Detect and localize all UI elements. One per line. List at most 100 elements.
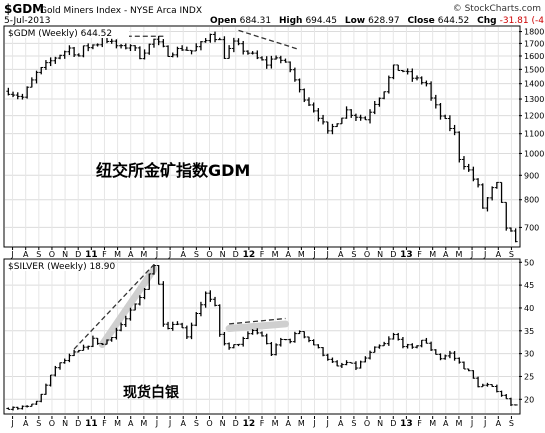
silver-x-tick-label: O (49, 419, 55, 428)
gdm-y-tick-label: 1400 (524, 80, 544, 89)
silver-x-tick-label: 13 (400, 419, 413, 429)
gdm-x-tick-label: J (10, 250, 13, 259)
silver-ohlc-bar (231, 344, 236, 349)
gdm-ohlc-bar (325, 121, 330, 134)
gdm-ohlc-bar (189, 49, 194, 55)
silver-ohlc-bar (86, 345, 91, 350)
silver-ohlc-bar (43, 383, 48, 395)
gdm-x-tick-label: J (168, 250, 171, 259)
gdm-x-tick-label: 13 (400, 250, 413, 260)
silver-x-tick-label: A (286, 419, 292, 428)
silver-ohlc-bar (250, 329, 255, 335)
silver-x-tick-label: J (483, 419, 486, 428)
gdm-x-tick-label: A (338, 250, 344, 259)
gdm-ohlc-bar (151, 38, 156, 48)
silver-ohlc-bar (104, 339, 109, 345)
gdm-y-tick-label: 900 (524, 171, 539, 180)
gdm-y-tick-label: 800 (524, 196, 539, 205)
gdm-ohlc-bar (43, 60, 48, 70)
gdm-x-tick-label: N (377, 250, 383, 259)
silver-x-tick-label: 12 (243, 419, 256, 429)
gdm-x-tick-label: N (220, 250, 226, 259)
silver-ohlc-bar (184, 325, 189, 339)
gdm-ohlc-bar (222, 36, 227, 59)
gdm-ohlc-bar (109, 38, 114, 44)
watermark: © StockCharts.com (453, 4, 541, 14)
gdm-ohlc-bar (358, 114, 363, 121)
gdm-ohlc-bar (166, 45, 171, 57)
gdm-ohlc-bar (208, 33, 213, 43)
silver-ohlc-bar (297, 330, 302, 335)
silver-ohlc-bar (325, 353, 330, 361)
silver-ohlc-bar (11, 406, 16, 411)
gdm-ohlc-bar (86, 43, 91, 52)
silver-ohlc-bar (429, 341, 434, 351)
silver-ohlc-bar (424, 337, 429, 344)
gdm-ohlc-bar (184, 46, 189, 51)
gdm-ohlc-bar (297, 78, 302, 93)
gdm-ohlc-bar (353, 113, 358, 121)
gdm-x-axis: J A S O N D 11 F M A M J J A S O N D 12 F M A M J J A S O N D 13 F M A M J J… (10, 247, 514, 260)
silver-ohlc-bar (344, 360, 349, 366)
gdm-ohlc-bar (274, 55, 279, 60)
silver-ohlc-bar (368, 350, 373, 360)
gdm-ohlc-bar (508, 227, 513, 232)
silver-x-tick-label: F (260, 419, 265, 428)
silver-ohlc-bar (499, 390, 504, 397)
quote-date: 5-Jul-2013 (4, 16, 51, 26)
gdm-ohlc-bar (34, 70, 39, 84)
silver-ohlc-bar (466, 368, 471, 372)
silver-ohlc-bar (227, 342, 232, 350)
gdm-ohlc-bar (485, 197, 490, 212)
gdm-ohlc-bar (513, 228, 518, 243)
silver-ohlc-bar (330, 357, 335, 363)
silver-x-tick-label: S (351, 419, 356, 428)
open-label: Open (210, 16, 237, 26)
gdm-ohlc-bar (499, 181, 504, 203)
silver-ohlc-bar (306, 336, 311, 343)
gdm-ohlc-bar (278, 55, 283, 64)
low-value: 628.97 (368, 16, 400, 26)
silver-ohlc-bar (508, 397, 513, 407)
chg-value: -31.81 (-4.70%) (500, 16, 545, 26)
silver-x-tick-label: D (233, 419, 239, 428)
silver-ohlc-bar (100, 343, 105, 346)
gdm-ohlc-bar (217, 37, 222, 41)
gdm-y-tick-label: 1100 (524, 130, 544, 139)
silver-ohlc-bar (386, 336, 391, 346)
silver-ohlc-bar (419, 339, 424, 348)
gdm-ohlc-bar (175, 46, 180, 58)
gdm-ohlc-bar (410, 68, 415, 82)
gdm-ohlc-bar (29, 77, 34, 88)
silver-band-highlight (98, 265, 158, 348)
silver-trendline (229, 317, 286, 325)
silver-ohlc-bar (147, 273, 152, 290)
gdm-ohlc-bar (429, 81, 434, 101)
silver-ohlc-bar (180, 322, 185, 329)
silver-ohlc-bar (189, 322, 194, 340)
gdm-x-tick-label: J (325, 250, 328, 259)
silver-x-tick-label: M (429, 419, 436, 428)
gdm-ohlc-bar (39, 66, 44, 75)
silver-x-tick-label: M (140, 419, 147, 428)
gdm-ohlc-bar (415, 75, 420, 81)
gdm-ohlc-bar (76, 53, 81, 57)
gdm-ohlc-bar (236, 38, 241, 46)
gdm-ohlc-bar (180, 45, 185, 51)
silver-ohlc-bar (278, 337, 283, 347)
silver-label-box (5, 260, 99, 271)
gdm-ohlc-bar (330, 123, 335, 135)
gdm-ohlc-bar (72, 46, 77, 57)
gdm-y-tick-label: 1200 (524, 112, 544, 121)
gdm-ohlc-bar (142, 49, 147, 60)
ticker-title: $GDM (4, 2, 44, 16)
silver-ohlc-bar (123, 315, 128, 327)
close-label: Close (407, 16, 434, 26)
index-name: Gold Miners Index - NYSE Arca INDX (40, 6, 202, 16)
gdm-x-tick-label: J (470, 250, 473, 259)
gdm-ohlc-bar (447, 115, 452, 132)
silver-x-tick-label: M (455, 419, 462, 428)
gdm-y-tick-label: 1500 (524, 65, 544, 74)
gdm-ohlc-bar (386, 75, 391, 94)
silver-ohlc-bar (283, 338, 288, 341)
